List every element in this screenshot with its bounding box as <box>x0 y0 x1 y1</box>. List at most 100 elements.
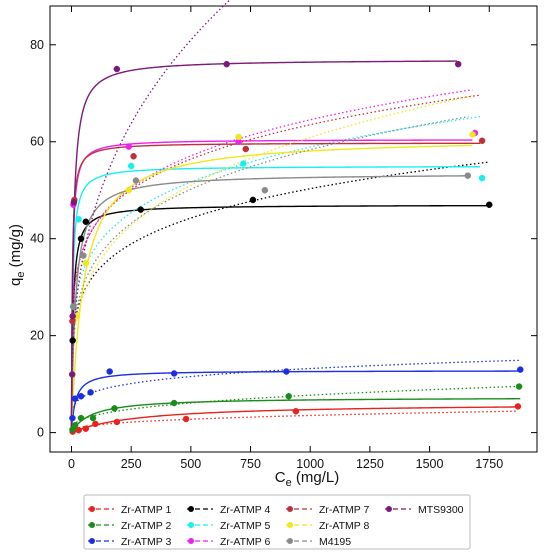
point-m4195 <box>80 252 87 259</box>
point-zr-atmp-7 <box>478 137 486 145</box>
point-zr-atmp-8 <box>82 259 90 267</box>
axes: 0 250 500 750 1000 1250 1500 1750 0 20 40 60 80 <box>30 6 537 471</box>
x-tick-label: 1750 <box>475 457 503 471</box>
point-mts9300 <box>454 60 462 68</box>
legend-marker-zr-atmp-6 <box>188 538 194 544</box>
y-tick-label: 20 <box>30 329 44 343</box>
legend-label-m4195: M4195 <box>319 536 351 548</box>
point-mts9300 <box>113 65 121 73</box>
dotted-fit-zr-atmp-1 <box>71 410 517 432</box>
legend-marker-zr-atmp-8 <box>287 522 293 528</box>
legend-label-zr-atmp-1: Zr-ATMP 1 <box>121 504 172 516</box>
legend: Zr-ATMP 1 Zr-ATMP 2 Zr-ATMP 3 Zr-ATMP 4 Zr-A… <box>83 494 471 550</box>
y-axis-title: qe (mg/g) <box>7 224 27 286</box>
y-axis-title-unit: (mg/g) <box>7 224 24 272</box>
point-zr-atmp-2 <box>285 393 292 400</box>
point-mts9300 <box>223 60 230 68</box>
point-zr-atmp-4 <box>82 218 90 225</box>
y-tick-label: 40 <box>30 232 44 246</box>
point-zr-atmp-2 <box>71 422 79 429</box>
point-zr-atmp-3 <box>106 368 113 375</box>
point-zr-atmp-1 <box>82 425 90 432</box>
point-zr-atmp-2 <box>89 414 97 422</box>
x-tick-label: 750 <box>240 457 261 471</box>
fit-curves <box>70 0 521 434</box>
x-axis-title: Ce (mg/L) <box>275 469 339 489</box>
plot-frame <box>49 5 538 453</box>
dotted-fit-mts9300 <box>71 0 231 386</box>
point-zr-atmp-1 <box>92 420 99 428</box>
point-zr-atmp-4 <box>137 206 144 213</box>
point-zr-atmp-5 <box>240 160 247 167</box>
point-zr-atmp-1 <box>113 418 121 426</box>
point-zr-atmp-3 <box>71 395 79 402</box>
point-mts9300 <box>68 371 76 378</box>
dotted-fit-zr-atmp-5 <box>71 115 481 355</box>
legend-label-zr-atmp-2: Zr-ATMP 2 <box>121 520 172 532</box>
legend-label-zr-atmp-8: Zr-ATMP 8 <box>319 520 370 532</box>
data-points <box>68 60 524 435</box>
legend-box <box>83 494 471 550</box>
fit-line-zr-atmp-4 <box>70 204 489 433</box>
point-zr-atmp-4 <box>77 235 85 242</box>
y-tick-label: 80 <box>30 38 44 52</box>
legend-label-zr-atmp-4: Zr-ATMP 4 <box>220 504 271 516</box>
point-zr-atmp-5 <box>75 216 82 223</box>
legend-marker-zr-atmp-7 <box>287 506 293 512</box>
x-tick-label: 1500 <box>416 457 444 471</box>
dotted-fit-zr-atmp-7 <box>71 94 481 338</box>
x-tick-label: 1250 <box>356 457 384 471</box>
point-zr-atmp-6 <box>125 143 133 150</box>
point-zr-atmp-8 <box>469 131 476 138</box>
point-m4195 <box>464 172 472 179</box>
legend-marker-zr-atmp-4 <box>188 506 194 512</box>
legend-label-mts9300: MTS9300 <box>418 504 464 516</box>
dotted-fit-zr-atmp-8 <box>71 95 473 381</box>
legend-label-zr-atmp-7: Zr-ATMP 7 <box>319 504 370 516</box>
x-tick-label: 250 <box>121 457 142 471</box>
point-zr-atmp-1 <box>292 408 300 415</box>
point-zr-atmp-3 <box>170 370 178 377</box>
fit-line-zr-atmp-2 <box>70 398 521 434</box>
point-zr-atmp-3 <box>283 368 290 375</box>
fit-line-zr-atmp-8 <box>70 144 473 433</box>
y-tick-label: 60 <box>30 135 44 149</box>
x-axis-title-unit: (mg/L) <box>292 469 340 486</box>
legend-marker-zr-atmp-2 <box>89 522 95 528</box>
legend-label-zr-atmp-3: Zr-ATMP 3 <box>121 536 172 548</box>
point-zr-atmp-2 <box>111 405 118 412</box>
legend-label-zr-atmp-6: Zr-ATMP 6 <box>220 536 271 548</box>
legend-marker-zr-atmp-3 <box>89 538 95 544</box>
legend-marker-zr-atmp-1 <box>89 506 95 512</box>
point-zr-atmp-2 <box>77 414 85 422</box>
point-zr-atmp-2 <box>170 399 178 407</box>
point-m4195 <box>132 177 140 184</box>
point-zr-atmp-3 <box>77 393 85 400</box>
point-zr-atmp-3 <box>517 366 524 373</box>
fit-line-mts9300 <box>70 60 458 433</box>
point-zr-atmp-8 <box>235 133 242 141</box>
x-tick-label: 1000 <box>296 457 324 471</box>
point-zr-atmp-4 <box>249 196 257 204</box>
point-m4195 <box>261 186 269 194</box>
y-axis-title-subscript: e <box>15 272 27 278</box>
point-mts9300 <box>69 313 76 320</box>
point-zr-atmp-5 <box>478 174 486 182</box>
x-tick-label: 0 <box>68 457 75 471</box>
dotted-fit-zr-atmp-4 <box>71 161 489 365</box>
fit-line-zr-atmp-3 <box>70 370 521 433</box>
fit-line-m4195 <box>70 175 469 433</box>
point-zr-atmp-3 <box>69 414 76 422</box>
legend-label-zr-atmp-5: Zr-ATMP 5 <box>220 520 271 532</box>
legend-marker-zr-atmp-5 <box>188 522 194 528</box>
fit-line-zr-atmp-6 <box>70 139 473 433</box>
legend-marker-mts9300 <box>386 506 392 512</box>
point-zr-atmp-2 <box>515 383 523 390</box>
point-zr-atmp-3 <box>87 389 94 396</box>
point-zr-atmp-7 <box>130 153 137 160</box>
legend-marker-m4195 <box>287 538 293 544</box>
point-zr-atmp-4 <box>486 201 493 209</box>
point-zr-atmp-8 <box>125 186 133 194</box>
fit-line-zr-atmp-7 <box>70 142 481 433</box>
